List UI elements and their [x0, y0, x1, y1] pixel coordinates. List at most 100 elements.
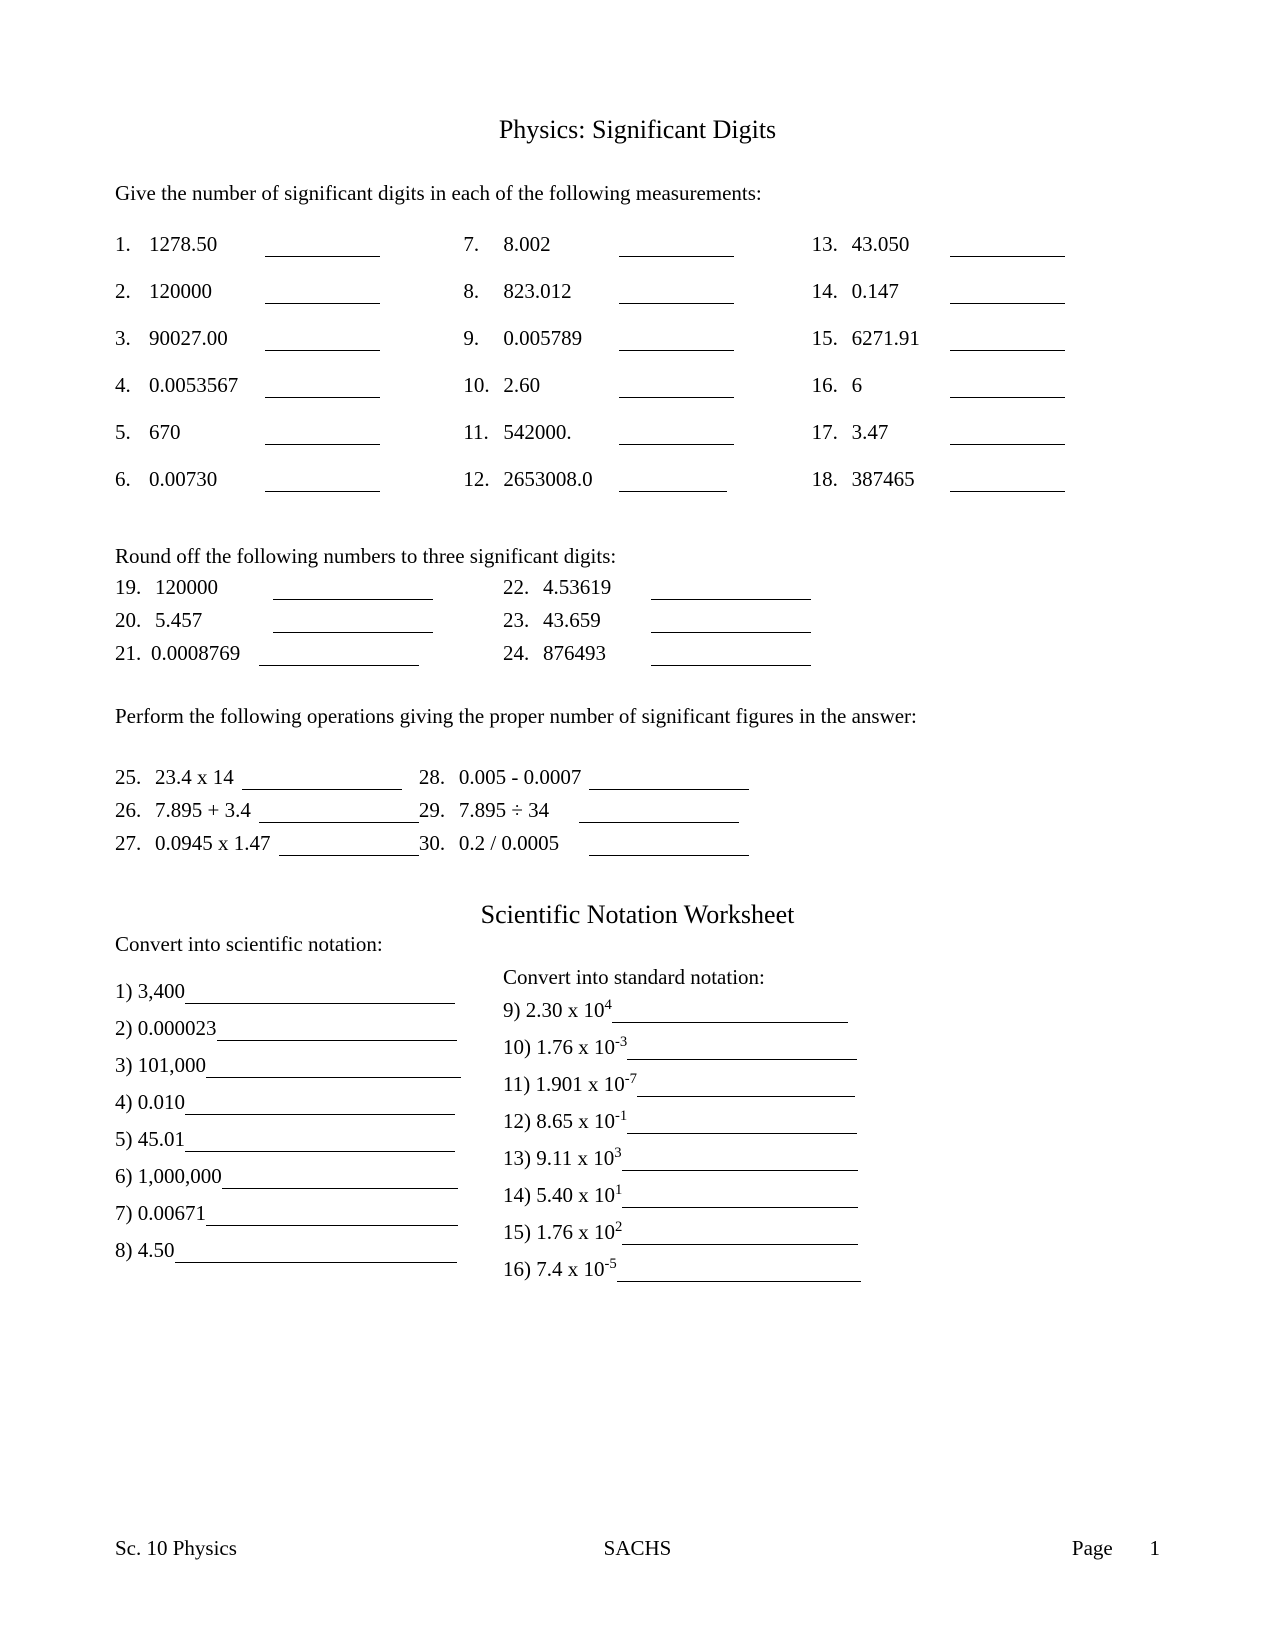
question-row: 5.670	[115, 420, 463, 445]
question-number: 29.	[419, 798, 459, 823]
question-row: 20.5.457	[115, 608, 503, 633]
question-value: 43.050	[852, 232, 942, 257]
section-c: 25.23.4 x 14 26.7.895 + 3.4 27.0.0945 x 1.…	[115, 765, 1160, 864]
question-value: 4.53619	[543, 575, 643, 600]
question-value: 3.47	[852, 420, 942, 445]
answer-blank[interactable]	[619, 282, 734, 304]
question-row: 15.6271.91	[812, 326, 1160, 351]
question-value: 120000	[149, 279, 257, 304]
answer-blank[interactable]	[637, 1075, 855, 1097]
answer-blank[interactable]	[259, 644, 419, 666]
answer-blank[interactable]	[589, 834, 749, 856]
answer-blank[interactable]	[273, 611, 433, 633]
answer-blank[interactable]	[185, 982, 455, 1004]
question-row: 27.0.0945 x 1.47	[115, 831, 419, 856]
question-label: 16) 7.4 x 10-5	[503, 1257, 617, 1282]
answer-blank[interactable]	[175, 1241, 457, 1263]
question-row: 10) 1.76 x 10-3	[503, 1035, 1160, 1060]
answer-blank[interactable]	[265, 329, 380, 351]
question-row: 19.120000	[115, 575, 503, 600]
question-number: 30.	[419, 831, 459, 856]
question-number: 18.	[812, 467, 852, 492]
answer-blank[interactable]	[619, 470, 727, 492]
answer-blank[interactable]	[619, 329, 734, 351]
question-value: 43.659	[543, 608, 643, 633]
answer-blank[interactable]	[206, 1056, 461, 1078]
question-number: 27.	[115, 831, 155, 856]
answer-blank[interactable]	[222, 1167, 458, 1189]
answer-blank[interactable]	[579, 801, 739, 823]
question-row: 13) 9.11 x 103	[503, 1146, 1160, 1171]
question-number: 4.	[115, 373, 149, 398]
answer-blank[interactable]	[612, 1001, 848, 1023]
answer-blank[interactable]	[242, 768, 402, 790]
section-b: 19.12000020.5.45721.0.0008769 22.4.53619…	[115, 575, 1160, 674]
question-row: 16.6	[812, 373, 1160, 398]
answer-blank[interactable]	[619, 423, 734, 445]
answer-blank[interactable]	[265, 376, 380, 398]
question-number: 19.	[115, 575, 155, 600]
question-value: 0.005 - 0.0007	[459, 765, 582, 790]
answer-blank[interactable]	[950, 282, 1065, 304]
question-row: 22.4.53619	[503, 575, 1160, 600]
question-row: 26.7.895 + 3.4	[115, 798, 419, 823]
question-row: 3) 101,000	[115, 1053, 503, 1078]
answer-blank[interactable]	[651, 644, 811, 666]
answer-blank[interactable]	[619, 235, 734, 257]
answer-blank[interactable]	[622, 1223, 858, 1245]
question-row: 1.1278.50	[115, 232, 463, 257]
question-label: 1) 3,400	[115, 979, 185, 1004]
question-label: 8) 4.50	[115, 1238, 175, 1263]
question-number: 16.	[812, 373, 852, 398]
answer-blank[interactable]	[265, 235, 380, 257]
question-value: 0.0008769	[151, 641, 251, 666]
question-row: 25.23.4 x 14	[115, 765, 419, 790]
question-value: 2.60	[503, 373, 611, 398]
answer-blank[interactable]	[627, 1112, 857, 1134]
question-row: 4) 0.010	[115, 1090, 503, 1115]
question-value: 90027.00	[149, 326, 257, 351]
question-number: 10.	[463, 373, 503, 398]
answer-blank[interactable]	[259, 801, 419, 823]
question-label: 9) 2.30 x 104	[503, 998, 612, 1023]
section-d: 1) 3,400 2) 0.000023 3) 101,000 4) 0.010…	[115, 965, 1160, 1294]
answer-blank[interactable]	[617, 1260, 861, 1282]
question-row: 11) 1.901 x 10-7	[503, 1072, 1160, 1097]
question-label: 2) 0.000023	[115, 1016, 217, 1041]
question-label: 4) 0.010	[115, 1090, 185, 1115]
question-row: 14) 5.40 x 101	[503, 1183, 1160, 1208]
answer-blank[interactable]	[265, 423, 380, 445]
answer-blank[interactable]	[622, 1186, 858, 1208]
answer-blank[interactable]	[627, 1038, 857, 1060]
answer-blank[interactable]	[950, 329, 1065, 351]
answer-blank[interactable]	[651, 578, 811, 600]
answer-blank[interactable]	[619, 376, 734, 398]
question-number: 26.	[115, 798, 155, 823]
answer-blank[interactable]	[273, 578, 433, 600]
question-label: 5) 45.01	[115, 1127, 185, 1152]
question-row: 9) 2.30 x 104	[503, 998, 1160, 1023]
answer-blank[interactable]	[950, 423, 1065, 445]
answer-blank[interactable]	[217, 1019, 457, 1041]
question-row: 5) 45.01	[115, 1127, 503, 1152]
question-row: 18.387465	[812, 467, 1160, 492]
answer-blank[interactable]	[950, 470, 1065, 492]
answer-blank[interactable]	[950, 376, 1065, 398]
question-value: 670	[149, 420, 257, 445]
question-row: 4.0.0053567	[115, 373, 463, 398]
answer-blank[interactable]	[265, 470, 380, 492]
answer-blank[interactable]	[622, 1149, 858, 1171]
question-number: 5.	[115, 420, 149, 445]
question-row: 30.0.2 / 0.0005	[419, 831, 1160, 856]
answer-blank[interactable]	[206, 1204, 458, 1226]
question-value: 6271.91	[852, 326, 942, 351]
answer-blank[interactable]	[950, 235, 1065, 257]
answer-blank[interactable]	[279, 834, 419, 856]
answer-blank[interactable]	[185, 1093, 455, 1115]
answer-blank[interactable]	[265, 282, 380, 304]
question-row: 6) 1,000,000	[115, 1164, 503, 1189]
answer-blank[interactable]	[651, 611, 811, 633]
answer-blank[interactable]	[185, 1130, 455, 1152]
question-value: 0.00730	[149, 467, 257, 492]
answer-blank[interactable]	[589, 768, 749, 790]
